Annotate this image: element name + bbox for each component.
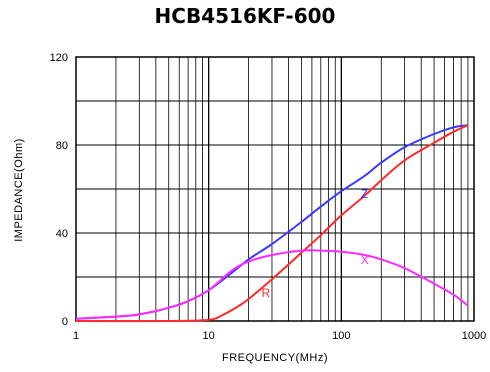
- chart-title: HCB4516KF-600: [154, 4, 336, 28]
- x-tick-label: 10: [203, 330, 215, 342]
- plot-frame: [75, 56, 475, 322]
- x-tick-label: 1: [73, 330, 79, 342]
- x-axis-label: FREQUENCY(MHz): [222, 352, 328, 364]
- series-line-x: [75, 249, 469, 320]
- x-tick-label: 1000: [462, 330, 486, 342]
- y-tick-label: 80: [56, 140, 68, 152]
- series-label-r: R: [261, 286, 270, 300]
- y-tick-label: 0: [62, 316, 68, 328]
- series-line-r: [75, 124, 469, 323]
- y-tick-label: 40: [56, 228, 68, 240]
- x-tick-label: 100: [332, 330, 350, 342]
- series-lines: [75, 124, 469, 323]
- series-label-z: Z: [361, 187, 368, 201]
- series-labels: Z R X: [261, 187, 368, 300]
- series-label-x: X: [361, 253, 369, 267]
- tick-labels: 1 10 100 1000 0 40 80 120: [50, 52, 487, 342]
- y-tick-label: 120: [50, 52, 68, 64]
- grid: [76, 57, 474, 321]
- y-axis-label: IMPEDANCE(Ohm): [13, 138, 25, 242]
